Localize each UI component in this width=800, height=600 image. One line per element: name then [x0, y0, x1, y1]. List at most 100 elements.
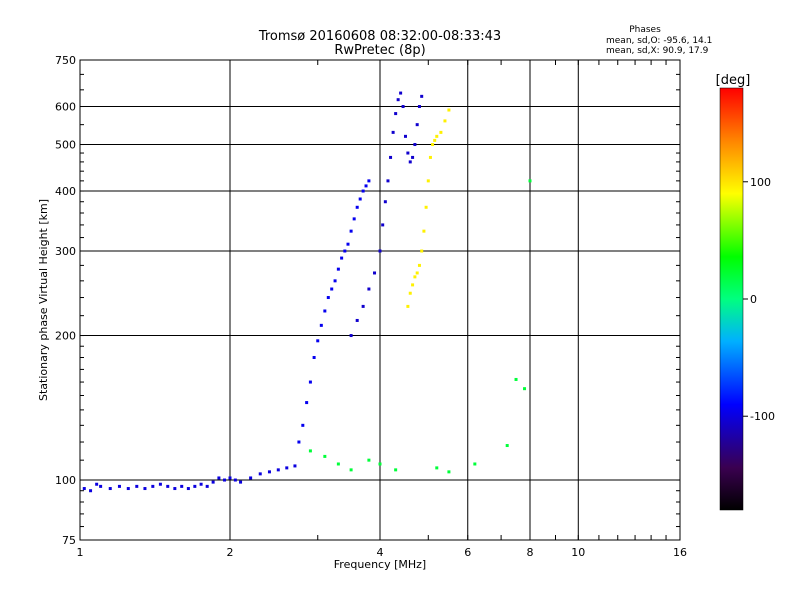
echo-point: [336, 267, 340, 271]
echo-point: [349, 334, 353, 338]
echo-point: [505, 444, 509, 448]
echo-point: [352, 217, 356, 221]
echo-point: [293, 464, 297, 468]
echo-point: [199, 482, 203, 486]
y-tick-label: 100: [55, 474, 76, 487]
echo-point: [381, 223, 385, 227]
echo-point: [358, 197, 362, 201]
y-axis-label: Stationary phase Virtual Height [km]: [37, 199, 50, 401]
echo-point: [308, 449, 312, 453]
echo-point: [330, 287, 334, 291]
echo-point: [408, 291, 412, 295]
echo-point: [364, 184, 368, 188]
echo-point: [355, 318, 359, 322]
echo-point: [399, 91, 403, 95]
echo-point: [420, 249, 424, 253]
echo-point: [319, 323, 323, 327]
echo-point: [367, 458, 371, 462]
echo-point: [396, 98, 400, 102]
echo-point: [151, 484, 155, 488]
echo-point: [340, 256, 344, 260]
stats-heading: Phases: [629, 25, 661, 35]
echo-point: [186, 487, 190, 491]
echo-point: [389, 155, 393, 159]
echo-point: [211, 480, 215, 484]
grid-lines: [80, 60, 680, 540]
echo-point: [249, 476, 253, 480]
x-tick-label: 6: [464, 546, 471, 559]
echo-point: [343, 249, 347, 253]
echo-point: [403, 134, 407, 138]
echo-point: [173, 487, 177, 491]
echo-point: [258, 472, 262, 476]
echo-point: [413, 143, 417, 147]
echo-point: [346, 242, 350, 246]
echo-point: [361, 304, 365, 308]
echo-point: [378, 249, 382, 253]
echo-point: [180, 484, 184, 488]
echo-point: [312, 355, 316, 359]
echo-point: [333, 279, 337, 283]
echo-point: [82, 487, 86, 491]
echo-point: [323, 454, 327, 458]
colorbar-tick-label: -100: [750, 410, 775, 423]
echo-point: [523, 387, 527, 391]
echo-point: [193, 484, 197, 488]
echo-point: [411, 155, 415, 159]
echo-point: [422, 229, 426, 233]
y-tick-labels: 75 100 200 300 400 500 600 750: [55, 54, 76, 547]
echo-point: [135, 484, 139, 488]
colorbar-tick-label: 0: [750, 293, 757, 306]
x-tick-label: 1: [77, 546, 84, 559]
echo-point: [117, 484, 121, 488]
echo-point: [435, 134, 439, 138]
chart-subtitle: RwPretec (8p): [334, 43, 425, 58]
echo-point: [426, 179, 430, 183]
echo-point: [367, 287, 371, 291]
y-tick-label: 200: [55, 330, 76, 343]
echo-point: [406, 304, 410, 308]
y-tick-label: 300: [55, 245, 76, 258]
echo-point: [428, 155, 432, 159]
echo-point: [439, 130, 443, 134]
echo-point: [223, 478, 227, 482]
echo-point: [217, 476, 221, 480]
stats-line-o: mean, sd,O: -95.6, 14.1: [606, 36, 712, 46]
echo-point: [316, 339, 320, 343]
echo-point: [108, 487, 112, 491]
echo-point: [285, 466, 289, 470]
echo-point: [447, 108, 451, 112]
echo-point: [323, 309, 327, 313]
echo-point: [349, 229, 353, 233]
echo-point: [305, 401, 309, 405]
chart-title: Tromsø 20160608 08:32:00-08:33:43: [258, 29, 501, 44]
echo-point: [401, 105, 405, 109]
echo-point: [89, 489, 93, 493]
echo-point: [394, 112, 398, 116]
y-tick-label: 400: [55, 185, 76, 198]
echo-point: [143, 487, 147, 491]
echo-point: [415, 271, 419, 275]
x-tick-label: 4: [377, 546, 384, 559]
echo-point: [99, 484, 103, 488]
colorbar-ticks: 100 0 -100: [743, 176, 775, 423]
echo-point: [349, 468, 353, 472]
echo-point: [411, 283, 415, 287]
echo-point: [126, 487, 130, 491]
axis-ticks: [79, 60, 681, 540]
x-tick-label: 8: [527, 546, 534, 559]
echo-point: [166, 484, 170, 488]
y-tick-label: 750: [55, 54, 76, 67]
echo-point: [336, 462, 340, 466]
stats-line-x: mean, sd,X: 90.9, 17.9: [606, 46, 709, 56]
echo-point: [447, 470, 451, 474]
echo-point: [431, 143, 435, 147]
echo-point: [415, 123, 419, 127]
echo-point: [373, 271, 377, 275]
echo-point: [420, 94, 424, 98]
echo-point: [433, 138, 437, 142]
echo-point: [205, 484, 209, 488]
echo-point: [228, 476, 232, 480]
